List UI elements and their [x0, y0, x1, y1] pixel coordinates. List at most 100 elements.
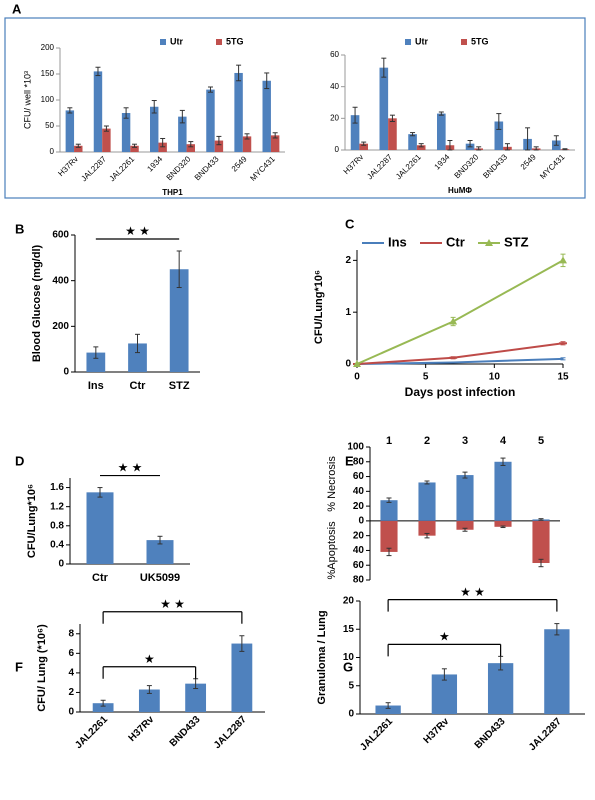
- y-tick-label: 10: [343, 652, 355, 663]
- bar: [532, 520, 550, 564]
- y-tick-label: 100: [41, 95, 55, 104]
- bar: [206, 89, 215, 152]
- legend-swatch: [160, 39, 166, 45]
- annotation: ★ ★: [125, 224, 150, 238]
- annotation: ★ ★: [118, 461, 143, 475]
- x-tick-label: 10: [489, 372, 501, 383]
- y-axis-label: Blood Glucose (mg/dl): [31, 245, 43, 363]
- y-tick-label: 20: [353, 530, 365, 541]
- panel-letter: A: [12, 1, 22, 16]
- y-tick-label: 600: [52, 230, 69, 241]
- x-tick-label: BND320: [453, 152, 481, 180]
- bar: [121, 113, 131, 152]
- bar: [544, 629, 570, 714]
- annotation: ★ ★: [160, 597, 185, 611]
- y-tick-label: 80: [353, 575, 365, 586]
- y-tick-label: 15: [343, 624, 355, 635]
- y-tick-label: 150: [41, 69, 55, 78]
- panel-letter: D: [15, 453, 24, 468]
- y-axis-label: CFU/Lung*10⁶: [26, 484, 38, 558]
- bar: [178, 116, 187, 152]
- y-tick-label: 1: [345, 307, 351, 318]
- x-tick-label: JAL2261: [394, 152, 423, 181]
- bar: [416, 145, 426, 150]
- bar: [437, 113, 446, 150]
- x-tick-label: MYC431: [248, 154, 277, 183]
- x-tick-label: 2549: [519, 152, 538, 171]
- y-tick-label: 40: [330, 82, 339, 91]
- legend-label: 5TG: [226, 36, 244, 46]
- x-tick-label: Ctr: [130, 380, 147, 392]
- legend-label: Utr: [415, 36, 428, 46]
- y-axis-label: Granuloma / Lung: [316, 610, 328, 704]
- category-label: 3: [462, 435, 468, 447]
- x-tick-label: JAL2287: [79, 154, 108, 183]
- y-tick-label: 0.8: [50, 520, 64, 531]
- bar: [494, 461, 512, 521]
- bar: [92, 703, 114, 712]
- bar: [65, 110, 75, 152]
- y-tick-label: 50: [45, 121, 54, 130]
- y-tick-label: 60: [330, 50, 339, 59]
- x-tick-label: 15: [557, 372, 569, 383]
- bar: [242, 136, 252, 152]
- x-tick-label: JAL2261: [108, 154, 137, 183]
- panel-a-frame: [4, 17, 586, 199]
- y-axis-label: CFU/ Lung (*10⁶): [36, 624, 48, 712]
- bar: [231, 643, 253, 712]
- x-tick-label: JAL2287: [212, 714, 249, 751]
- panel-letter: C: [345, 216, 355, 231]
- y-tick-label: 0: [348, 709, 354, 720]
- x-tick-label: H37Rv: [422, 716, 452, 746]
- y-tick-label: 20: [330, 113, 339, 122]
- y-tick-label: 6: [68, 648, 74, 659]
- legend-label: Ctr: [446, 234, 465, 249]
- y-tick-label: 2: [345, 255, 351, 266]
- annotation: ★: [144, 652, 155, 666]
- category-label: 4: [500, 435, 507, 447]
- x-tick-label: BND433: [168, 714, 203, 749]
- x-tick-label: H37Rv: [56, 155, 80, 179]
- y-tick-label: 20: [343, 596, 355, 607]
- y-tick-label: 8: [68, 628, 74, 639]
- bar: [359, 143, 368, 150]
- y-axis-label: CFU/Lung*10⁶: [313, 270, 325, 344]
- y-tick-label: 0.4: [50, 540, 64, 551]
- y-axis-label: %Apoptosis: [326, 521, 338, 580]
- bar: [146, 540, 174, 564]
- x-axis-label: Days post infection: [405, 385, 516, 399]
- x-tick-label: JAL2287: [527, 716, 564, 753]
- bar: [350, 115, 360, 150]
- x-axis-label: HuMΦ: [448, 186, 472, 195]
- line: [356, 357, 564, 365]
- panel-letter: G: [343, 659, 353, 674]
- y-tick-label: 0: [358, 516, 364, 527]
- bar: [186, 144, 195, 152]
- bar: [375, 705, 401, 714]
- x-tick-label: JAL2261: [358, 716, 395, 753]
- y-tick-label: 100: [347, 442, 364, 453]
- x-tick-label: STZ: [169, 380, 190, 392]
- bar: [487, 663, 514, 714]
- bar: [93, 71, 103, 152]
- legend-label: STZ: [504, 234, 529, 249]
- bar: [380, 520, 398, 552]
- legend-swatch: [405, 39, 411, 45]
- x-tick-label: 1934: [433, 152, 452, 171]
- bar: [86, 492, 114, 564]
- bar: [86, 352, 106, 372]
- y-tick-label: 200: [52, 321, 69, 332]
- line: [356, 342, 564, 365]
- y-tick-label: 60: [353, 471, 365, 482]
- x-tick-label: 1934: [145, 154, 164, 173]
- bar: [380, 500, 398, 521]
- bar: [456, 475, 474, 521]
- bar: [128, 343, 147, 372]
- bar: [150, 106, 159, 152]
- x-tick-label: H37Rv: [127, 714, 157, 744]
- bar: [456, 520, 474, 530]
- legend-label: 5TG: [471, 36, 489, 46]
- y-tick-label: 1.2: [50, 501, 64, 512]
- bar: [102, 128, 111, 152]
